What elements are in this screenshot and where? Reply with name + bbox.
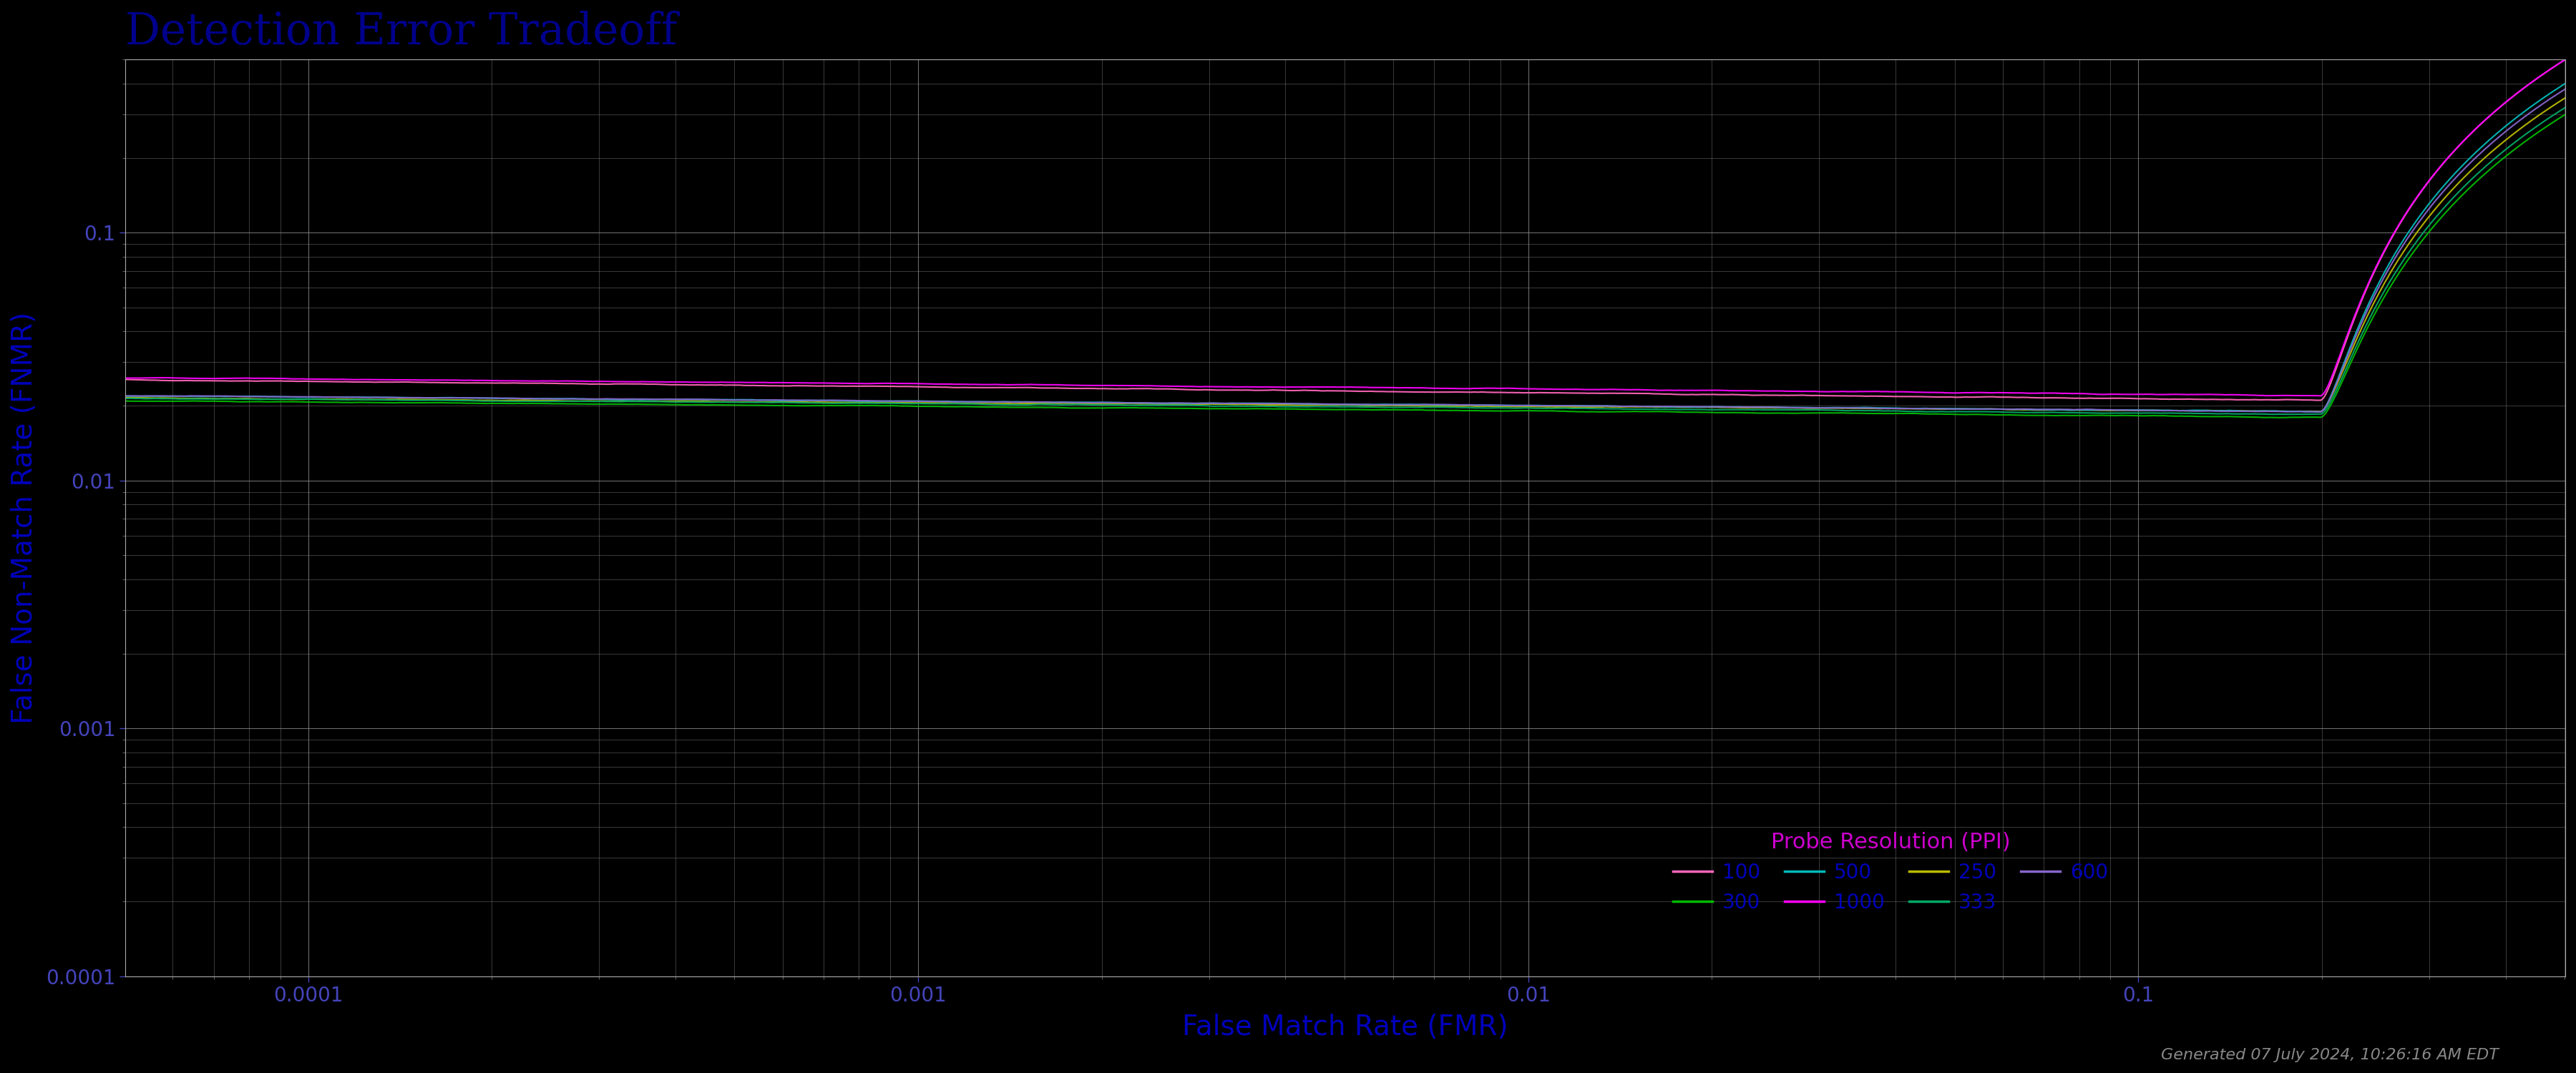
600 <box>2550 83 2576 95</box>
100 <box>2550 53 2576 65</box>
1000 <box>1785 385 1816 398</box>
100 <box>1185 383 1216 396</box>
Legend: 100, 300, 500, 1000, 250, 333, 600: 100, 300, 500, 1000, 250, 333, 600 <box>1664 824 2115 921</box>
300 <box>2550 108 2576 121</box>
250 <box>1185 398 1216 411</box>
250 <box>1785 401 1816 414</box>
100 <box>111 373 142 386</box>
Line: 300: 300 <box>126 115 2566 417</box>
1000 <box>2306 389 2336 402</box>
500 <box>1097 396 1128 409</box>
300 <box>1097 401 1128 414</box>
300 <box>358 396 389 409</box>
600 <box>1097 396 1128 409</box>
500 <box>1185 397 1216 410</box>
250 <box>111 392 142 405</box>
333 <box>111 392 142 405</box>
250 <box>2012 403 2043 416</box>
250 <box>2550 91 2576 104</box>
1000 <box>1097 379 1128 392</box>
300 <box>2012 409 2043 422</box>
333 <box>1097 398 1128 411</box>
100 <box>1097 382 1128 395</box>
1000 <box>1185 380 1216 393</box>
333 <box>2012 407 2043 420</box>
333 <box>2550 101 2576 114</box>
300 <box>1785 407 1816 420</box>
250 <box>2056 403 2087 416</box>
333 <box>2259 408 2290 421</box>
Line: 250: 250 <box>126 98 2566 411</box>
600 <box>111 389 142 402</box>
Line: 333: 333 <box>126 107 2566 414</box>
500 <box>2550 77 2576 90</box>
500 <box>1785 401 1816 414</box>
500 <box>2306 406 2336 418</box>
Y-axis label: False Non-Match Rate (FNMR): False Non-Match Rate (FNMR) <box>10 311 39 724</box>
333 <box>1785 403 1816 416</box>
Text: Detection Error Tradeoff: Detection Error Tradeoff <box>126 11 677 54</box>
100 <box>2056 392 2087 405</box>
Line: 600: 600 <box>126 89 2566 412</box>
250 <box>1097 397 1128 410</box>
300 <box>1185 402 1216 415</box>
300 <box>2264 411 2295 424</box>
333 <box>2056 407 2087 420</box>
600 <box>358 391 389 403</box>
1000 <box>358 373 389 386</box>
600 <box>2303 406 2334 418</box>
500 <box>111 389 142 402</box>
500 <box>358 391 389 403</box>
100 <box>1785 388 1816 401</box>
1000 <box>2012 386 2043 399</box>
100 <box>358 376 389 388</box>
250 <box>358 393 389 406</box>
333 <box>358 394 389 407</box>
Line: 100: 100 <box>126 59 2566 400</box>
500 <box>2056 403 2087 416</box>
100 <box>2012 391 2043 403</box>
300 <box>2056 409 2087 422</box>
100 <box>2300 394 2331 407</box>
1000 <box>2056 387 2087 400</box>
X-axis label: False Match Rate (FMR): False Match Rate (FMR) <box>1182 1014 1507 1041</box>
500 <box>2012 403 2043 416</box>
1000 <box>111 371 142 384</box>
Text: Generated 07 July 2024, 10:26:16 AM EDT: Generated 07 July 2024, 10:26:16 AM EDT <box>2161 1048 2499 1062</box>
250 <box>2306 405 2336 417</box>
600 <box>2012 402 2043 415</box>
Line: 500: 500 <box>126 84 2566 412</box>
1000 <box>2550 53 2576 65</box>
300 <box>111 395 142 408</box>
Line: 1000: 1000 <box>126 59 2566 396</box>
600 <box>1185 397 1216 410</box>
600 <box>1785 401 1816 414</box>
600 <box>2056 403 2087 416</box>
333 <box>1185 399 1216 412</box>
